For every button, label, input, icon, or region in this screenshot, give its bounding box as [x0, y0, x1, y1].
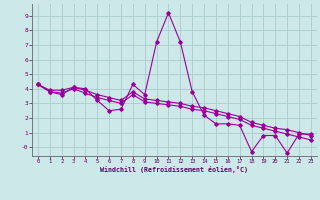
X-axis label: Windchill (Refroidissement éolien,°C): Windchill (Refroidissement éolien,°C) — [100, 166, 248, 173]
